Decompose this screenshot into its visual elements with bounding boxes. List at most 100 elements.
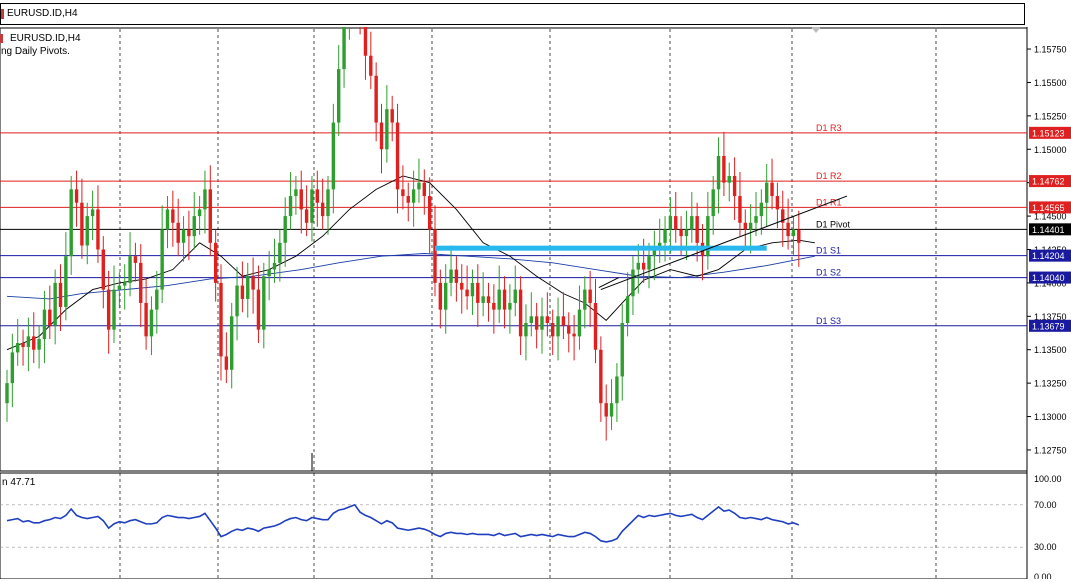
candle[interactable] — [246, 262, 250, 318]
candle[interactable] — [524, 304, 528, 361]
candle[interactable] — [235, 266, 239, 341]
candle[interactable] — [775, 182, 780, 229]
candle[interactable] — [16, 318, 20, 366]
candle[interactable] — [449, 245, 453, 297]
candle[interactable] — [593, 278, 598, 364]
candle[interactable] — [112, 265, 116, 344]
candle[interactable] — [294, 176, 298, 215]
candle[interactable] — [427, 177, 432, 254]
candle[interactable] — [165, 196, 170, 249]
candle[interactable] — [497, 265, 501, 323]
candle[interactable] — [337, 45, 341, 136]
candle[interactable] — [551, 309, 555, 356]
candle[interactable] — [588, 270, 592, 328]
candle[interactable] — [272, 238, 277, 283]
candle[interactable] — [197, 196, 202, 235]
candle[interactable] — [96, 185, 100, 263]
candle[interactable] — [133, 242, 138, 282]
candle[interactable] — [620, 304, 624, 401]
candle[interactable] — [149, 296, 154, 356]
candle[interactable] — [577, 285, 582, 350]
candle[interactable] — [486, 282, 491, 322]
candle[interactable] — [26, 317, 31, 372]
candle[interactable] — [401, 165, 405, 210]
candle[interactable] — [476, 264, 480, 328]
candle[interactable] — [48, 285, 52, 340]
trendline-group[interactable] — [598, 195, 848, 291]
candle[interactable] — [262, 262, 266, 349]
candle[interactable] — [304, 185, 309, 237]
candle[interactable] — [411, 170, 416, 227]
candle[interactable] — [460, 264, 464, 314]
candle[interactable] — [310, 176, 314, 242]
candle[interactable] — [695, 202, 699, 262]
candle[interactable] — [326, 176, 330, 235]
candle[interactable] — [385, 85, 389, 163]
candle[interactable] — [722, 131, 726, 197]
candle[interactable] — [320, 178, 325, 230]
candle[interactable] — [508, 284, 512, 334]
candle[interactable] — [5, 369, 9, 422]
candle[interactable] — [572, 314, 576, 361]
candle[interactable] — [53, 269, 57, 345]
candle[interactable] — [631, 256, 635, 315]
candle[interactable] — [42, 290, 47, 364]
candle[interactable] — [171, 190, 175, 247]
candle[interactable] — [58, 264, 63, 332]
candle[interactable] — [748, 204, 753, 254]
candle[interactable] — [390, 95, 394, 142]
candle[interactable] — [374, 62, 378, 142]
candle[interactable] — [743, 209, 747, 249]
candle[interactable] — [454, 256, 459, 302]
candle[interactable] — [181, 216, 186, 262]
candle[interactable] — [85, 202, 89, 265]
candle[interactable] — [668, 197, 673, 254]
support-zone-bar[interactable] — [435, 245, 767, 251]
candle[interactable] — [690, 192, 694, 243]
candle[interactable] — [599, 336, 603, 422]
candle[interactable] — [379, 103, 384, 174]
trendline[interactable] — [600, 195, 848, 291]
candle[interactable] — [529, 292, 533, 337]
candle[interactable] — [652, 230, 657, 281]
candle[interactable] — [604, 384, 608, 441]
candle[interactable] — [101, 236, 105, 309]
candle[interactable] — [534, 302, 539, 349]
candle[interactable] — [797, 210, 801, 267]
candle[interactable] — [781, 190, 785, 247]
candle[interactable] — [224, 332, 229, 384]
candle[interactable] — [727, 162, 731, 202]
candle[interactable] — [213, 229, 218, 302]
candle[interactable] — [759, 189, 764, 235]
candle[interactable] — [32, 312, 36, 364]
candle[interactable] — [219, 264, 223, 381]
candle[interactable] — [117, 272, 122, 309]
candle[interactable] — [444, 264, 448, 334]
candle[interactable] — [288, 171, 293, 230]
candle[interactable] — [203, 170, 207, 234]
candle[interactable] — [144, 278, 148, 350]
candle[interactable] — [331, 103, 336, 214]
candle[interactable] — [625, 272, 630, 337]
candle[interactable] — [732, 157, 737, 221]
candle[interactable] — [765, 163, 769, 227]
candle[interactable] — [513, 265, 517, 317]
candle[interactable] — [502, 276, 507, 329]
candle[interactable] — [240, 261, 245, 313]
candle[interactable] — [754, 192, 758, 237]
candle[interactable] — [465, 265, 469, 310]
candle[interactable] — [684, 210, 689, 261]
candle[interactable] — [251, 257, 255, 314]
candle[interactable] — [770, 158, 774, 210]
candle[interactable] — [187, 210, 191, 261]
candle[interactable] — [369, 31, 373, 90]
candle[interactable] — [433, 205, 437, 297]
candle[interactable] — [583, 276, 587, 329]
candle[interactable] — [438, 269, 443, 329]
candle[interactable] — [470, 269, 475, 315]
candle[interactable] — [80, 178, 84, 259]
candle[interactable] — [64, 232, 68, 321]
candle[interactable] — [230, 302, 234, 389]
candle[interactable] — [139, 244, 143, 328]
